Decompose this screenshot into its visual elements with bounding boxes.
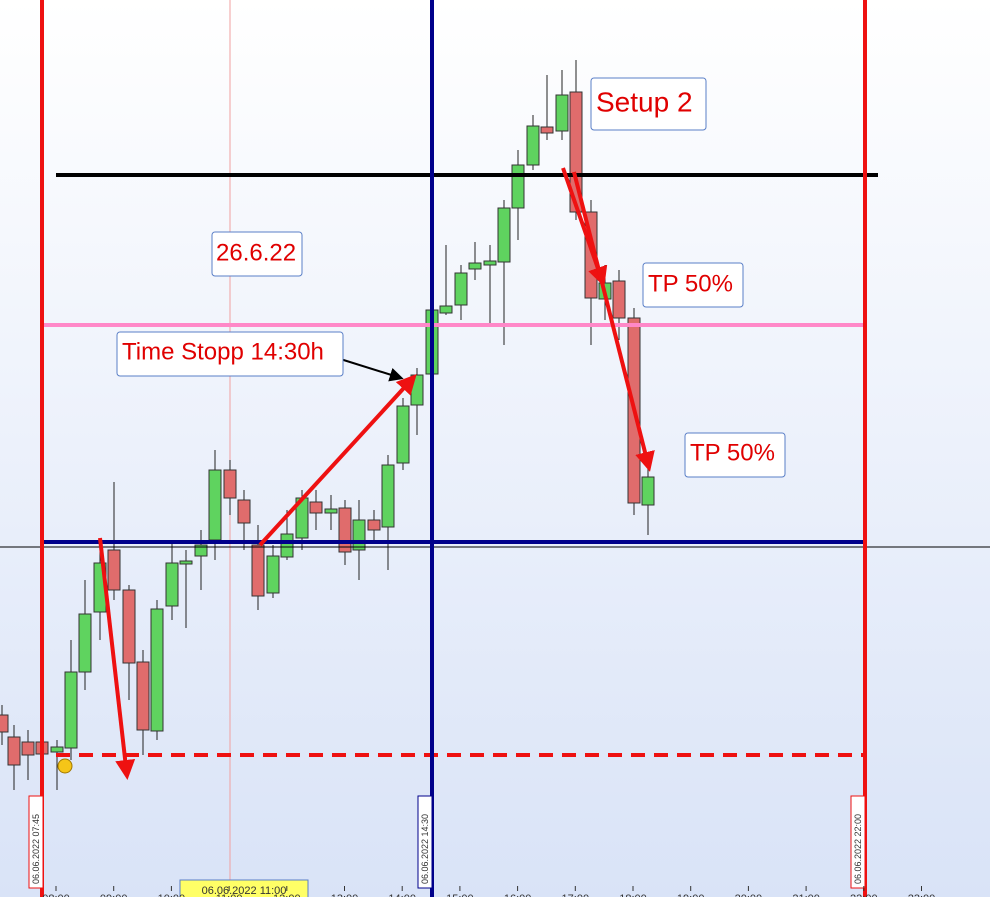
axis-label: 20:00: [735, 893, 763, 897]
axis-label: 21:00: [792, 893, 820, 897]
annotation: Setup 2: [596, 86, 693, 117]
axis-label: 11:00: [216, 893, 243, 897]
candle: [569, 91, 583, 213]
candle: [324, 508, 338, 514]
candle: [50, 746, 64, 753]
candle: [439, 305, 453, 314]
candle: [122, 589, 136, 664]
marker-label-box: [417, 795, 433, 889]
axis-label: 18:00: [619, 893, 647, 897]
candle: [280, 533, 294, 558]
candle: [526, 125, 540, 166]
cursor-label: 06.06.2022 11:00: [202, 885, 287, 897]
candle: [396, 405, 410, 464]
time-axis: 08:00 09:00 10:00 11:00 12:00 13:00 14:00 15:00…: [42, 886, 935, 897]
annotation-box: [590, 77, 707, 131]
axis-label: 22:00: [850, 893, 878, 897]
candle: [64, 671, 78, 749]
marker-label: 06.06.2022 07:45: [31, 814, 41, 884]
alert-icon: [57, 758, 73, 774]
axis-label: 10:00: [158, 893, 186, 897]
candle: [208, 469, 222, 541]
candle: [0, 714, 9, 733]
arrows: [98, 167, 655, 780]
candle: [511, 164, 525, 209]
candle: [497, 207, 511, 263]
annotation: TP 50%: [648, 270, 733, 297]
axis-label: 09:00: [100, 893, 128, 897]
annotation-box: [116, 331, 344, 377]
axis-label: 19:00: [677, 893, 705, 897]
candle: [223, 469, 237, 499]
candle: [251, 544, 265, 597]
marker-label-box: [850, 795, 866, 889]
candle: [468, 262, 482, 270]
axis-label: 15:00: [446, 893, 474, 897]
candle: [21, 741, 35, 756]
candle: [641, 476, 655, 506]
axis-label: 08:00: [42, 893, 70, 897]
axis-label: 16:00: [504, 893, 532, 897]
annotation: 26.6.22: [216, 239, 296, 266]
candle: [150, 608, 164, 732]
annotation-box: [684, 432, 786, 478]
annotation: TP 50%: [690, 439, 775, 466]
candle: [165, 562, 179, 607]
candle: [194, 544, 208, 557]
candle: [237, 499, 251, 524]
candle: [555, 94, 569, 132]
marker-label: 06.06.2022 22:00: [853, 814, 863, 884]
candle: [266, 555, 280, 594]
axis-label: 23:00: [908, 893, 936, 897]
annotation-box: [211, 231, 303, 277]
axis-label: 13:00: [331, 893, 359, 897]
cursor-label-box: [179, 879, 309, 897]
candle: [7, 736, 21, 766]
candle: [540, 126, 554, 134]
marker-label: 06.06.2022 14:30: [420, 814, 430, 884]
candle: [612, 280, 626, 319]
candle: [78, 613, 92, 673]
candle: [381, 464, 395, 528]
marker-label-box: [28, 795, 44, 889]
annotation: Time Stopp 14:30h: [122, 338, 324, 365]
axis-label: 12:00: [273, 893, 301, 897]
candle: [352, 519, 366, 551]
marker-labels: 06.06.2022 07:45 06.06.2022 14:30 06.06.20…: [28, 795, 866, 889]
axis-label: 17:00: [562, 893, 590, 897]
candle: [107, 549, 121, 591]
candle: [367, 519, 381, 531]
annotation-box: [642, 262, 744, 308]
candle: [483, 260, 497, 266]
candle: [454, 272, 468, 306]
candle: [179, 560, 193, 565]
candle: [338, 507, 352, 553]
candle: [309, 501, 323, 514]
candle: [136, 661, 150, 731]
axis-label: 14:00: [388, 893, 416, 897]
